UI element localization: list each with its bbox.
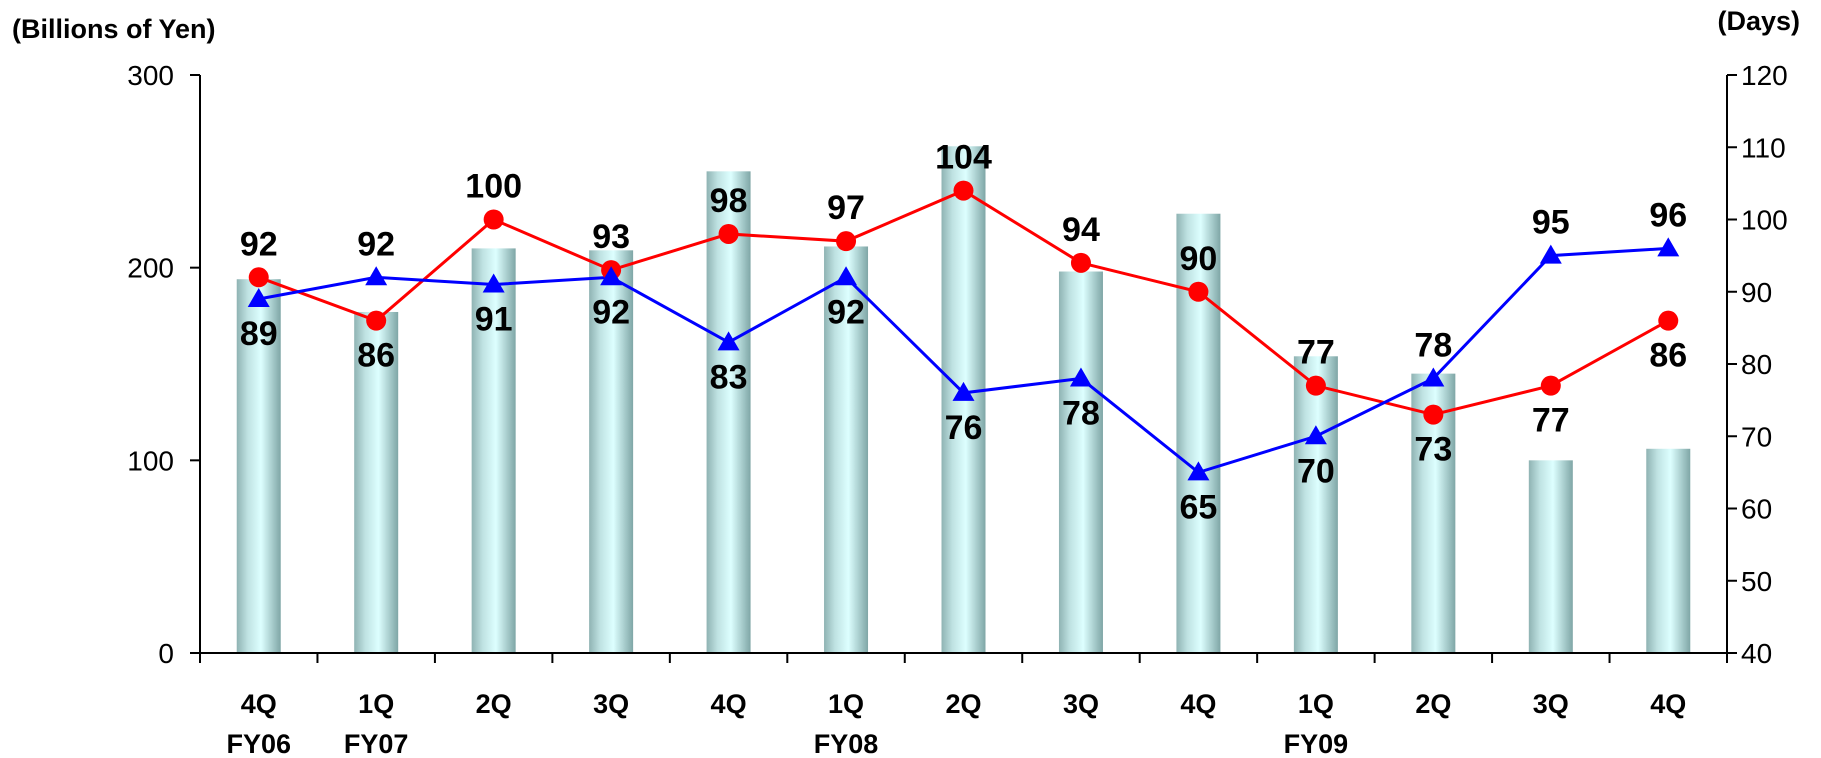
data-label: 86 [357, 337, 395, 375]
x-tick-label: 4Q [711, 689, 747, 719]
series-point [365, 266, 388, 286]
series-point [1304, 425, 1327, 445]
data-label: 96 [1649, 196, 1687, 234]
bar [706, 171, 751, 654]
bar [1293, 356, 1338, 653]
x-tick-label: 4Q [1180, 689, 1216, 719]
series-point [482, 273, 505, 293]
x-tick-label: 3Q [1063, 689, 1099, 719]
bar [824, 246, 869, 653]
data-label: 65 [1180, 488, 1218, 526]
y-right-tick-label: 70 [1741, 421, 1772, 452]
bar [354, 311, 399, 653]
bar [236, 279, 281, 653]
y-left-tick-label: 200 [127, 253, 174, 284]
fiscal-year-label: FY07 [344, 729, 409, 758]
y-right-tick-label: 120 [1741, 60, 1788, 91]
data-label: 76 [945, 409, 983, 447]
y-right-tick-label: 110 [1741, 132, 1786, 163]
data-label: 78 [1414, 326, 1452, 364]
series-point [1070, 252, 1091, 273]
series-point [1540, 375, 1561, 396]
series-point [247, 287, 270, 307]
line-series [247, 180, 1680, 481]
series-point [1305, 375, 1326, 396]
series-point [1069, 367, 1092, 387]
fiscal-year-label: FY09 [1284, 729, 1349, 758]
series-point [1188, 281, 1209, 302]
axes: 0 100 200 300 40 50 60 70 80 90 100 110 120 4Q 1Q 2Q 3Q 4… [127, 60, 1787, 758]
series-point [718, 223, 739, 244]
bar-series [236, 146, 1691, 654]
x-tick-label: 3Q [593, 689, 629, 719]
data-label: 104 [935, 139, 992, 177]
series-point [600, 266, 623, 286]
y-right-tick-label: 80 [1741, 349, 1772, 380]
series-point [1422, 367, 1445, 387]
series-point [1187, 461, 1210, 481]
series-point [953, 180, 974, 201]
series-point [952, 381, 975, 401]
data-label: 89 [240, 315, 278, 353]
y-left-tick-label: 100 [127, 445, 174, 476]
data-label: 90 [1180, 240, 1218, 278]
data-label: 73 [1414, 431, 1452, 469]
data-label: 97 [827, 189, 865, 227]
data-label: 78 [1062, 394, 1100, 432]
series-point [1539, 244, 1562, 264]
data-label: 86 [1649, 337, 1687, 375]
bar [1058, 271, 1103, 653]
data-label: 93 [592, 218, 630, 256]
bar [1528, 460, 1573, 653]
x-tick-label: 1Q [358, 689, 394, 719]
data-label: 92 [240, 225, 278, 263]
data-label: 83 [710, 358, 748, 396]
data-label: 92 [357, 225, 395, 263]
series-point [835, 266, 858, 286]
y-right-tick-label: 60 [1741, 494, 1772, 525]
y-right-tick-label: 40 [1741, 638, 1772, 669]
y-left-tick-label: 0 [158, 638, 174, 669]
data-label: 100 [465, 168, 522, 206]
data-label: 77 [1297, 334, 1335, 372]
series-point [1657, 237, 1680, 257]
y-left-tick-label: 300 [127, 60, 174, 91]
x-tick-label: 3Q [1533, 689, 1569, 719]
x-tick-label: 4Q [1650, 689, 1686, 719]
fiscal-year-label: FY06 [226, 729, 291, 758]
y-right-axis-title: (Days) [1717, 6, 1800, 36]
series-point [1423, 404, 1444, 425]
bar [1176, 213, 1221, 653]
data-label: 95 [1532, 204, 1570, 242]
data-label: 92 [827, 293, 865, 331]
data-labels: 92 86 100 93 98 97 104 94 90 77 73 77 86 89 92 91 92 83 92… [240, 139, 1687, 527]
data-label: 91 [475, 301, 513, 339]
y-left-axis-title: (Billions of Yen) [12, 14, 216, 44]
bar [589, 250, 634, 653]
data-label: 94 [1062, 211, 1100, 249]
x-tick-label: 2Q [476, 689, 512, 719]
bar [1646, 448, 1691, 653]
x-tick-label: 4Q [241, 689, 277, 719]
series-point [1658, 310, 1679, 331]
series-point [717, 331, 740, 351]
y-right-tick-label: 50 [1741, 566, 1772, 597]
series-point [248, 267, 269, 288]
bar [471, 248, 516, 653]
data-label: 92 [592, 293, 630, 331]
data-label: 70 [1297, 452, 1335, 490]
data-label: 77 [1532, 402, 1570, 440]
series-point [836, 231, 857, 252]
series-point [483, 209, 504, 230]
y-right-tick-label: 90 [1741, 277, 1772, 308]
series-point [366, 310, 387, 331]
data-label: 98 [710, 182, 748, 220]
x-tick-label: 1Q [828, 689, 864, 719]
x-tick-label: 1Q [1298, 689, 1334, 719]
fiscal-year-label: FY08 [814, 729, 879, 758]
y-right-tick-label: 100 [1741, 205, 1788, 236]
x-tick-label: 2Q [945, 689, 981, 719]
x-tick-label: 2Q [1415, 689, 1451, 719]
